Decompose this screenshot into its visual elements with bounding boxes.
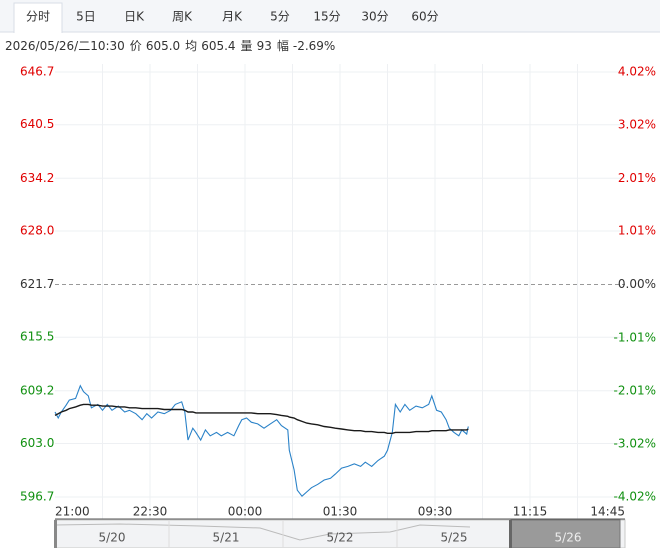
tab[interactable]: 分时 xyxy=(26,10,50,24)
price-line xyxy=(54,384,469,498)
y2-tick-label: 1.01% xyxy=(618,224,656,238)
y-tick-label: 609.2 xyxy=(20,383,54,397)
navigator-date: 5/25 xyxy=(441,531,468,545)
tab[interactable]: 60分 xyxy=(411,10,438,24)
y-tick-label: 634.2 xyxy=(20,171,54,185)
tab[interactable]: 30分 xyxy=(361,10,388,24)
navigator: 5/20 5/21 5/22 5/25 5/26 xyxy=(54,519,626,548)
tab[interactable]: 月K xyxy=(222,10,243,24)
navigator-handle[interactable] xyxy=(54,520,57,548)
tabs: 分时 5日 日K 周K 月K 5分 15分 30分 60分 xyxy=(13,2,439,33)
info-avg_label: 均 xyxy=(185,39,197,53)
info-avg: 605.4 xyxy=(201,39,235,53)
y2-tick-label: -3.02% xyxy=(614,437,656,451)
tab-bar xyxy=(0,0,660,32)
y2-tick-label: -2.01% xyxy=(614,383,656,397)
y2-tick-label: 4.02% xyxy=(618,65,656,79)
y2-tick-label: -4.02% xyxy=(614,490,656,504)
y2-tick-label: 2.01% xyxy=(618,171,656,185)
y-tick-label: 628.0 xyxy=(20,223,54,237)
navigator-handle[interactable] xyxy=(509,520,512,548)
y-tick-label: 603.0 xyxy=(20,436,54,450)
x-tick-label: 22:30 xyxy=(133,505,168,519)
x-tick-label: 01:30 xyxy=(323,505,358,519)
info-volume: 93 xyxy=(257,39,272,53)
info-volume_label: 量 xyxy=(241,39,253,53)
y2-tick-label: 3.02% xyxy=(618,117,656,131)
navigator-mini-line xyxy=(54,523,471,541)
tab[interactable]: 日K xyxy=(124,10,145,24)
navigator-date: 5/26 xyxy=(555,531,582,545)
x-tick-label: 09:30 xyxy=(418,505,453,519)
info-price_label: 价 xyxy=(130,39,142,53)
active-tab-box xyxy=(13,2,63,33)
x-tick-label: 00:00 xyxy=(228,505,263,519)
y-tick-label: 646.7 xyxy=(20,65,54,79)
navigator-date: 5/21 xyxy=(213,531,240,545)
x-tick-label: 21:00 xyxy=(55,505,90,519)
info-line: 2026/05/26/二10:30 价 605.0 均 605.4 量 93 幅 -2.69% xyxy=(5,38,335,53)
info-price: 605.0 xyxy=(146,39,180,53)
info-change_label: 幅 xyxy=(277,38,289,53)
tab[interactable]: 5日 xyxy=(76,10,96,24)
y-tick-label: 596.7 xyxy=(20,490,54,504)
y2-tick-label: -1.01% xyxy=(614,330,656,344)
navigator-date: 5/22 xyxy=(327,531,354,545)
tab[interactable]: 周K xyxy=(172,10,193,24)
navigator-date: 5/20 xyxy=(99,531,126,545)
y-tick-label: 615.5 xyxy=(20,330,54,344)
x-tick-label: 14:45 xyxy=(590,505,625,519)
plot: 646.7 640.5 634.2 628.0 621.7 615.5 609.2 603.0… xyxy=(20,64,656,520)
x-tick-label: 11:15 xyxy=(513,505,548,519)
navigator-selection[interactable] xyxy=(510,519,621,548)
info-change: -2.69% xyxy=(293,39,335,53)
info-text: 2026/05/26/二10:30 价 605.0 均 605.4 量 93 幅 -2.69% xyxy=(5,38,335,53)
y-tick-label: 640.5 xyxy=(20,117,54,131)
average-line xyxy=(54,403,469,434)
info-datetime: 2026/05/26/二10:30 xyxy=(5,39,125,53)
tab[interactable]: 15分 xyxy=(313,10,340,24)
y2-tick-label: 0.00% xyxy=(618,277,656,291)
tab[interactable]: 5分 xyxy=(270,10,290,24)
y-tick-label: 621.7 xyxy=(20,277,54,291)
